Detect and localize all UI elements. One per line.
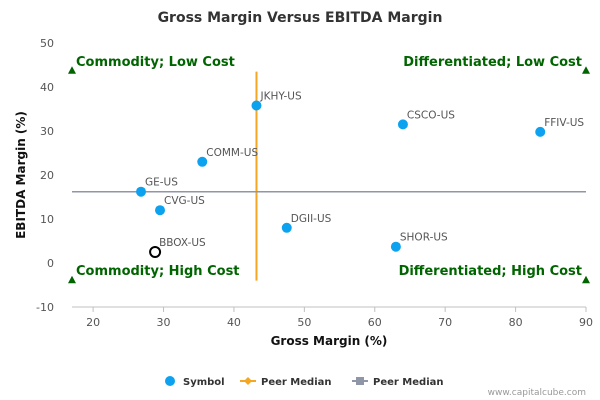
data-point[interactable] (136, 186, 147, 197)
data-point-label: SHOR-US (400, 232, 448, 244)
data-point[interactable] (390, 241, 401, 252)
data-point-highlighted[interactable] (149, 246, 162, 258)
legend-marker-square (356, 377, 364, 385)
x-tick-label: 40 (227, 316, 241, 329)
data-points: JKHY-US CSCO-US FFIV-US COMM-US GE-US CVG-US D… (136, 90, 584, 258)
data-point[interactable] (155, 205, 166, 216)
legend-marker-circle (165, 376, 175, 386)
data-point[interactable] (281, 222, 292, 233)
legend-marker-diamond (244, 377, 252, 385)
x-tick-label: 90 (579, 316, 593, 329)
x-axis-title: Gross Margin (%) (271, 334, 388, 348)
legend-label: Peer Median (373, 377, 444, 388)
quadrant-marker-bottom-left (68, 275, 76, 284)
y-axis-title: EBITDA Margin (%) (14, 111, 28, 239)
x-tick-label: 60 (368, 316, 382, 329)
x-tick-label: 20 (86, 316, 100, 329)
data-point-label: FFIV-US (544, 117, 584, 129)
quadrant-label-top-right: Differentiated; Low Cost (403, 55, 582, 70)
credit-text: www.capitalcube.com (488, 388, 586, 398)
data-point-label: CVG-US (164, 195, 205, 207)
y-tick-label: 10 (40, 213, 54, 226)
y-tick-label: 50 (40, 37, 54, 50)
data-point-label: JKHY-US (259, 90, 302, 102)
data-point-label: GE-US (145, 177, 178, 189)
legend-label: Peer Median (261, 377, 332, 388)
data-point-label: BBOX-US (159, 237, 206, 249)
y-tick-label: 30 (40, 125, 54, 138)
y-tick-label: -10 (36, 301, 54, 314)
quadrant-label-top-left: Commodity; Low Cost (76, 55, 235, 70)
data-point[interactable] (397, 119, 408, 130)
y-tick-label: 40 (40, 81, 54, 94)
x-tick-label: 50 (297, 316, 311, 329)
data-point-label: COMM-US (206, 147, 258, 159)
data-point-label: DGII-US (291, 213, 332, 225)
x-tick-label: 70 (438, 316, 452, 329)
data-point-label: CSCO-US (407, 109, 455, 121)
x-tick-label: 30 (157, 316, 171, 329)
quadrant-label-bottom-left: Commodity; High Cost (76, 264, 240, 279)
y-axis-ticks: -10 0 10 20 30 40 50 (36, 37, 54, 314)
y-tick-label: 20 (40, 169, 54, 182)
y-tick-label: 0 (47, 257, 54, 270)
chart-title: Gross Margin Versus EBITDA Margin (158, 10, 443, 26)
quadrant-label-bottom-right: Differentiated; High Cost (399, 264, 582, 279)
quadrant-markers: Commodity; Low Cost Differentiated; Low C… (68, 55, 590, 284)
data-point[interactable] (535, 126, 546, 137)
x-axis-ticks: 20 30 40 50 60 70 80 90 (86, 307, 593, 329)
plot-area: 20 30 40 50 60 70 80 90 -10 0 10 20 30 40 50 Commodit… (36, 37, 593, 329)
data-point[interactable] (251, 100, 262, 111)
quadrant-marker-top-left (68, 66, 76, 74)
x-tick-label: 80 (509, 316, 523, 329)
quadrant-marker-bottom-right (582, 275, 590, 284)
legend: Symbol Peer Median Peer Median (165, 376, 444, 388)
quadrant-marker-top-right (582, 66, 590, 74)
data-point[interactable] (197, 156, 208, 167)
legend-label: Symbol (183, 377, 225, 388)
